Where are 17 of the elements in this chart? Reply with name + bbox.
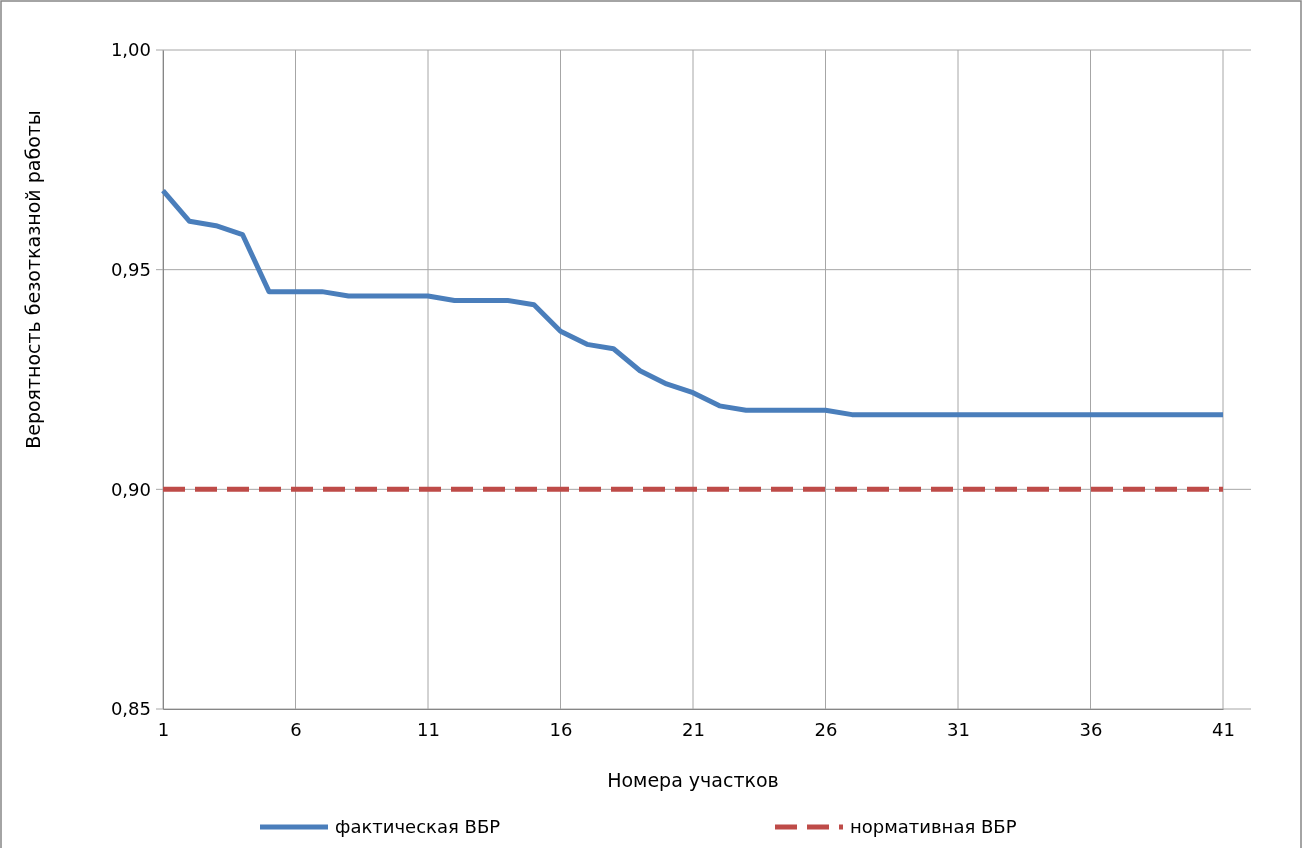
x-tick-label: 41 <box>1212 718 1235 740</box>
y-tick-label: 0,95 <box>110 258 151 280</box>
x-tick-label: 6 <box>290 718 302 740</box>
legend-label: нормативная ВБР <box>850 816 1017 837</box>
x-tick-label: 36 <box>1079 718 1103 740</box>
x-axis-title: Номера участков <box>607 769 779 791</box>
x-tick-label: 31 <box>947 718 970 740</box>
x-tick-label: 16 <box>549 718 573 740</box>
y-tick-label: 0,90 <box>110 478 151 500</box>
x-tick-label: 11 <box>417 718 440 740</box>
x-tick-label: 1 <box>157 718 170 740</box>
x-tick-label: 21 <box>682 718 705 740</box>
x-tick-label: 26 <box>814 718 838 740</box>
legend-label: фактическая ВБР <box>335 816 501 837</box>
y-axis-title: Вероятность безотказной работы <box>22 110 44 449</box>
y-tick-label: 0,85 <box>110 698 151 720</box>
y-tick-label: 1,00 <box>110 39 151 61</box>
